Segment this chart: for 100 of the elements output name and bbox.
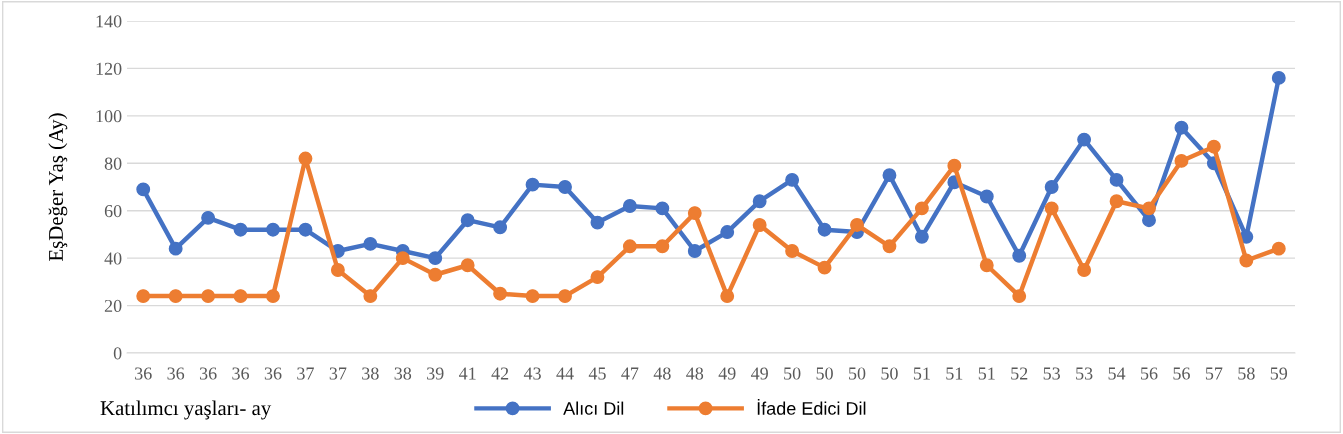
x-tick-label: 51 <box>978 367 995 380</box>
legend-label: İfade Edici Dil <box>757 399 866 415</box>
point <box>914 201 929 216</box>
point <box>493 286 508 301</box>
point <box>622 239 637 254</box>
point <box>817 260 832 275</box>
point <box>1174 153 1189 168</box>
x-tick-label: 36 <box>264 367 282 380</box>
y-tick-label: 60 <box>104 204 122 218</box>
point <box>590 215 605 230</box>
point <box>460 213 475 228</box>
point <box>136 289 151 304</box>
x-tick-label: 45 <box>588 367 606 380</box>
x-tick-label: 38 <box>394 367 412 380</box>
point <box>655 201 670 216</box>
x-tick-label: 49 <box>750 367 768 380</box>
point <box>1109 194 1124 209</box>
point <box>363 289 378 304</box>
point <box>1271 70 1286 85</box>
x-tick-label: 53 <box>1043 367 1060 380</box>
point <box>460 258 475 273</box>
point <box>914 229 929 244</box>
point <box>785 172 800 187</box>
x-tick-label: 48 <box>653 367 671 380</box>
y-tick-label: 120 <box>96 62 122 75</box>
x-tick-label: 50 <box>816 367 833 380</box>
point <box>233 289 248 304</box>
y-tick-label: 80 <box>104 157 122 170</box>
x-tick-label: 50 <box>849 367 866 380</box>
x-tick-label: 41 <box>458 367 476 380</box>
point <box>1174 120 1189 135</box>
point <box>590 270 605 285</box>
x-tick-label: 44 <box>556 367 574 380</box>
point <box>233 222 248 237</box>
point <box>558 180 572 194</box>
point <box>1012 289 1027 304</box>
x-tick-label: 36 <box>232 367 250 380</box>
point <box>525 177 540 192</box>
x-tick-label: 37 <box>329 367 347 380</box>
point <box>817 222 832 237</box>
x-tick-label: 51 <box>913 367 930 380</box>
point <box>1012 248 1027 263</box>
point <box>266 289 280 304</box>
point <box>752 217 767 232</box>
point <box>1044 180 1059 194</box>
x-tick-label: 48 <box>686 367 704 380</box>
x-tick-label: 57 <box>1205 367 1223 380</box>
x-tick-label: 42 <box>491 367 509 380</box>
point <box>1109 172 1124 187</box>
point <box>428 267 443 282</box>
point <box>720 225 735 240</box>
point <box>1044 201 1059 216</box>
y-tick-label: 0 <box>113 347 122 360</box>
legend-label: Alıcı Dil <box>563 401 624 415</box>
x-tick-label: 36 <box>135 367 152 380</box>
point <box>168 241 183 256</box>
x-tick-label: 36 <box>199 367 217 380</box>
point <box>687 244 702 258</box>
y-tick-label: 100 <box>96 110 122 123</box>
x-tick-label: 52 <box>1011 367 1028 380</box>
point <box>785 244 800 258</box>
point <box>525 289 540 304</box>
point <box>298 151 313 166</box>
point <box>298 222 313 237</box>
point <box>493 220 508 235</box>
x-tick-label: 36 <box>167 367 185 380</box>
point <box>136 182 151 197</box>
x-tick-label: 58 <box>1238 367 1255 380</box>
point <box>882 168 897 183</box>
point <box>1271 241 1286 256</box>
y-tick-label: 40 <box>104 252 122 265</box>
x-tick-label: 50 <box>784 367 801 380</box>
x-axis-title: Katılımcı yaşları- ay <box>100 400 272 420</box>
x-tick-label: 49 <box>718 367 736 380</box>
point <box>979 258 994 273</box>
x-tick-label: 37 <box>297 367 314 380</box>
point <box>395 251 410 266</box>
point <box>979 189 994 204</box>
point <box>201 210 216 225</box>
point <box>622 199 637 213</box>
point <box>558 289 572 304</box>
point <box>330 263 345 277</box>
x-tick-label: 47 <box>621 367 639 380</box>
x-tick-label: 54 <box>1108 367 1126 380</box>
point <box>752 194 767 209</box>
point <box>947 158 962 173</box>
y-tick-label: 20 <box>104 299 122 313</box>
point <box>428 251 443 266</box>
x-tick-label: 50 <box>881 367 898 380</box>
point <box>720 289 735 304</box>
x-tick-label: 56 <box>1141 367 1158 380</box>
point <box>1142 201 1156 216</box>
point <box>201 289 216 304</box>
y-axis-title: EşDeğer Yaş (Ay) <box>48 113 68 261</box>
point <box>850 217 864 232</box>
y-tick-label: 140 <box>96 15 122 28</box>
point <box>1239 253 1254 268</box>
point <box>363 236 378 251</box>
point <box>882 239 897 254</box>
point <box>168 289 183 304</box>
